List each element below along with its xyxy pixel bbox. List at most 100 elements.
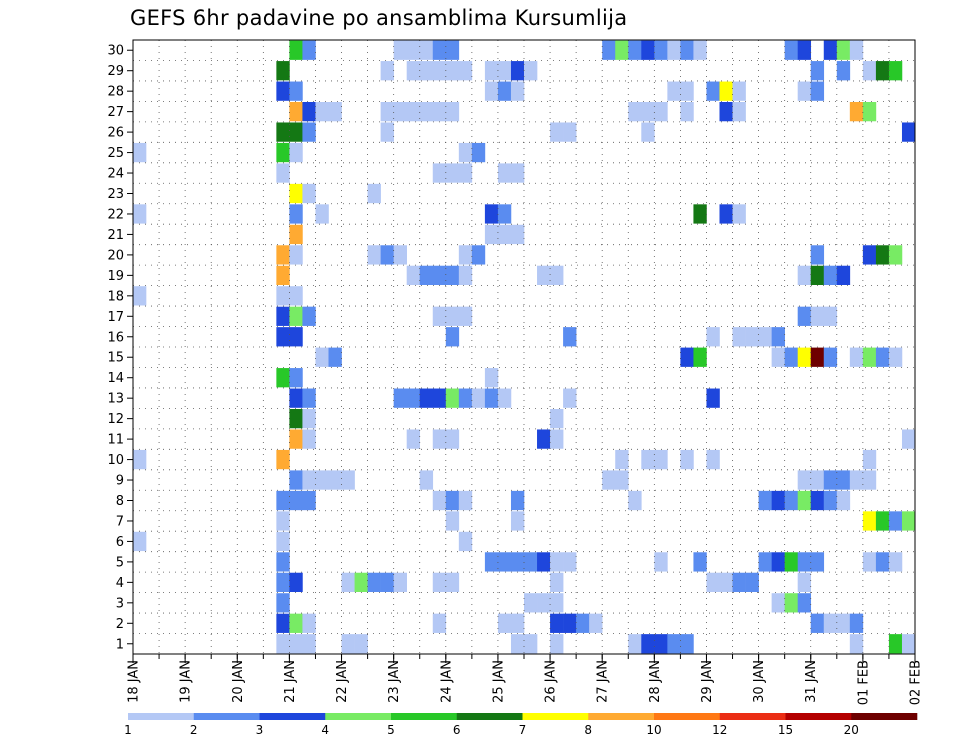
heatmap-cell (445, 572, 460, 592)
heatmap-cell (797, 40, 812, 60)
heatmap-cell (458, 490, 473, 511)
heatmap-cell (315, 470, 329, 490)
heatmap-cell (419, 102, 434, 122)
heatmap-cell (797, 593, 812, 613)
heatmap-cell (875, 245, 890, 265)
heatmap-cell (419, 61, 434, 81)
heatmap-cell (810, 613, 825, 633)
heatmap-cell (524, 552, 538, 572)
y-tick-label: 4 (116, 576, 124, 591)
heatmap-cell (550, 593, 564, 613)
heatmap-cell (667, 40, 681, 60)
heatmap-cell (406, 102, 421, 122)
heatmap-cell (276, 122, 290, 142)
heatmap-cell (836, 40, 851, 60)
heatmap-cell (289, 388, 303, 408)
y-tick-label: 22 (107, 207, 124, 222)
heatmap-cell (406, 40, 421, 60)
heatmap-cell (524, 634, 538, 654)
heatmap-cell (315, 347, 329, 367)
y-tick-label: 10 (107, 453, 124, 468)
heatmap-cell (380, 102, 394, 122)
heatmap-cell (888, 61, 903, 81)
heatmap-cell (497, 613, 512, 633)
heatmap-cell (849, 347, 864, 367)
heatmap-cell (862, 449, 877, 470)
heatmap-cell (836, 61, 851, 81)
heatmap-cell (758, 327, 772, 347)
heatmap-cell (771, 552, 785, 572)
heatmap-cell (380, 572, 394, 592)
heatmap-cell (445, 163, 460, 183)
heatmap-cell (276, 613, 290, 633)
heatmap-cell (484, 552, 499, 572)
heatmap-cell (458, 245, 473, 265)
heatmap-cell (602, 40, 616, 60)
colorbar-label: 5 (387, 723, 395, 737)
heatmap-cell (458, 388, 473, 408)
heatmap-cell (510, 490, 525, 511)
heatmap-cell (719, 572, 733, 592)
heatmap-cell (654, 102, 668, 122)
heatmap-cell (615, 449, 629, 470)
heatmap-cell (510, 81, 525, 101)
heatmap-cell (458, 531, 473, 552)
heatmap-cell (745, 327, 759, 347)
heatmap-cell (641, 634, 655, 654)
heatmap-cell (550, 552, 564, 572)
heatmap-cell (445, 40, 460, 60)
heatmap-cell (289, 183, 303, 204)
x-tick-label: 01 FEB (856, 660, 871, 705)
heatmap-cell (302, 40, 316, 60)
heatmap-cell (302, 102, 316, 122)
heatmap-cell (719, 204, 733, 224)
y-tick-label: 28 (107, 85, 124, 100)
heatmap-cell (771, 490, 785, 511)
heatmap-cell (328, 470, 342, 490)
heatmap-cell (432, 265, 447, 285)
heatmap-cell (836, 490, 851, 511)
heatmap-cell (302, 613, 316, 633)
heatmap-cell (654, 40, 668, 60)
heatmap-cell (497, 204, 512, 224)
heatmap-cell (667, 81, 681, 101)
heatmap-cell (849, 102, 864, 122)
y-tick-label: 29 (107, 64, 124, 79)
colorbar-segment (851, 713, 918, 720)
heatmap-cell (706, 81, 720, 101)
y-tick-label: 6 (116, 535, 124, 550)
x-tick-label: 19 JAN (179, 660, 194, 703)
heatmap-cell (797, 572, 812, 592)
heatmap-cell (380, 61, 394, 81)
heatmap-cell (393, 245, 407, 265)
y-tick-label: 7 (116, 514, 124, 529)
y-tick-label: 2 (116, 617, 124, 632)
heatmap-cell (510, 61, 525, 81)
heatmap-cell (380, 122, 394, 142)
heatmap-cell (706, 572, 720, 592)
heatmap-cell (758, 552, 772, 572)
heatmap-cell (133, 142, 147, 163)
y-tick-label: 5 (116, 555, 124, 570)
heatmap-cell (276, 531, 290, 552)
heatmap-cell (550, 265, 564, 285)
heatmap-cell (406, 61, 421, 81)
heatmap-cells (133, 40, 916, 654)
heatmap-cell (823, 347, 838, 367)
heatmap-cell (797, 347, 812, 367)
heatmap-cell (276, 368, 290, 388)
heatmap-cell (550, 634, 564, 654)
colorbar-segment (128, 713, 195, 720)
heatmap-cell (823, 490, 838, 511)
heatmap-cell (458, 306, 473, 326)
heatmap-cell (693, 552, 707, 572)
heatmap-cell (458, 163, 473, 183)
colorbar-segment (325, 713, 392, 720)
colorbar-segment (456, 713, 523, 720)
heatmap-cell (615, 470, 629, 490)
heatmap-cell (628, 102, 642, 122)
heatmap-cell (276, 306, 290, 326)
heatmap-cell (510, 634, 525, 654)
heatmap-cell (315, 102, 329, 122)
heatmap-cell (276, 265, 290, 285)
